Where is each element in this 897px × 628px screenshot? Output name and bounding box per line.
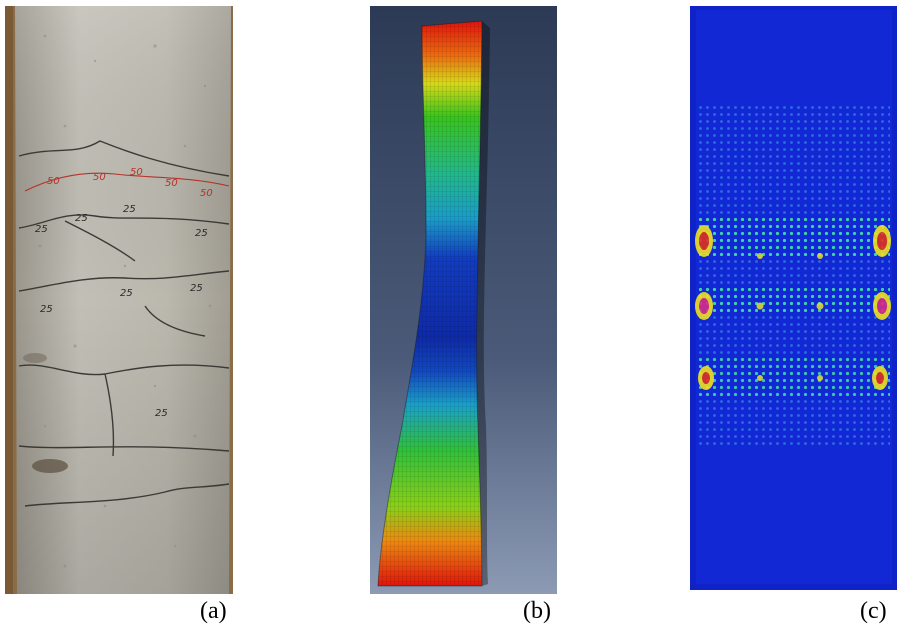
crack-mark: 25 [155, 408, 168, 419]
panel-caption-c: (c) [860, 598, 887, 624]
crack-mark: 25 [120, 288, 133, 299]
crack-mark: 25 [123, 204, 136, 215]
concrete-specimen-photo: 50 50 50 50 50 25 25 25 25 25 25 25 25 [5, 6, 233, 594]
crack-mark: 50 [165, 178, 178, 189]
crack-mark: 25 [190, 283, 203, 294]
panel-caption-a: (a) [200, 598, 227, 624]
fe-damage-contour [690, 6, 897, 590]
crack-mark: 25 [195, 228, 208, 239]
crack-mark: 25 [35, 224, 48, 235]
crack-mark: 25 [40, 304, 53, 315]
crack-mark: 50 [130, 167, 143, 178]
crack-mark: 50 [93, 172, 106, 183]
crack-mark: 25 [75, 213, 88, 224]
panel-caption-b: (b) [523, 598, 551, 624]
crack-mark: 50 [47, 176, 60, 187]
fe-deformation-contour [370, 6, 557, 594]
crack-mark: 50 [200, 188, 213, 199]
